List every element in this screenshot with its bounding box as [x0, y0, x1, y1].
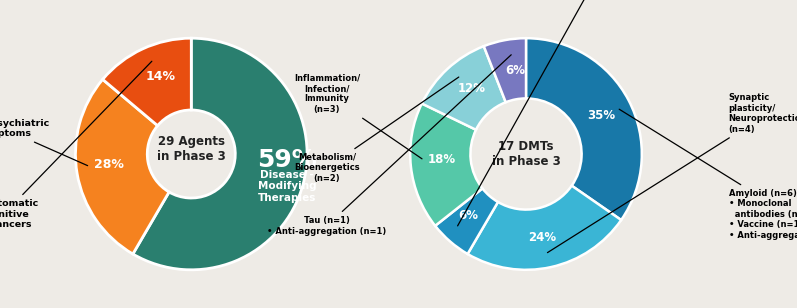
- Text: 28%: 28%: [93, 158, 124, 171]
- Wedge shape: [484, 38, 526, 102]
- Wedge shape: [468, 186, 621, 270]
- Wedge shape: [76, 79, 169, 254]
- Text: 59%: 59%: [257, 148, 317, 172]
- Text: 29 Agents
in Phase 3: 29 Agents in Phase 3: [157, 136, 226, 163]
- Text: 6%: 6%: [458, 209, 478, 222]
- Text: Symptomatic
Cognitive
Enhancers: Symptomatic Cognitive Enhancers: [0, 61, 152, 229]
- Text: 24%: 24%: [528, 231, 556, 244]
- Text: Neuropsychiatric
Symptoms: Neuropsychiatric Symptoms: [0, 119, 88, 166]
- Text: Inflammation/
Infection/
Immunity
(n=3): Inflammation/ Infection/ Immunity (n=3): [294, 74, 422, 159]
- Text: Tau (n=1)
• Anti-aggregation (n=1): Tau (n=1) • Anti-aggregation (n=1): [267, 55, 511, 236]
- Wedge shape: [103, 38, 191, 126]
- Text: 35%: 35%: [587, 109, 615, 122]
- Text: 18%: 18%: [427, 153, 456, 166]
- Wedge shape: [422, 46, 506, 130]
- Wedge shape: [526, 38, 642, 220]
- Text: Disease -
Modifying
Therapies: Disease - Modifying Therapies: [258, 169, 316, 203]
- Text: 14%: 14%: [146, 70, 175, 83]
- Text: Amyloid (n=6)
• Monoclonal
  antibodies (n=4)
• Vaccine (n=1)
• Anti-aggregation: Amyloid (n=6) • Monoclonal antibodies (n…: [619, 109, 797, 240]
- Wedge shape: [133, 38, 307, 270]
- Text: Synaptic
plasticity/
Neuroprotection
(n=4): Synaptic plasticity/ Neuroprotection (n=…: [548, 93, 797, 253]
- Text: 17 DMTs
in Phase 3: 17 DMTs in Phase 3: [492, 140, 560, 168]
- Wedge shape: [410, 103, 482, 226]
- Text: 12%: 12%: [458, 82, 486, 95]
- Text: Metabolism/
Bioenergetics
(n=2): Metabolism/ Bioenergetics (n=2): [294, 77, 459, 183]
- Wedge shape: [435, 188, 498, 254]
- Text: Vasculature (n=1): Vasculature (n=1): [457, 0, 633, 226]
- Text: 6%: 6%: [505, 64, 525, 77]
